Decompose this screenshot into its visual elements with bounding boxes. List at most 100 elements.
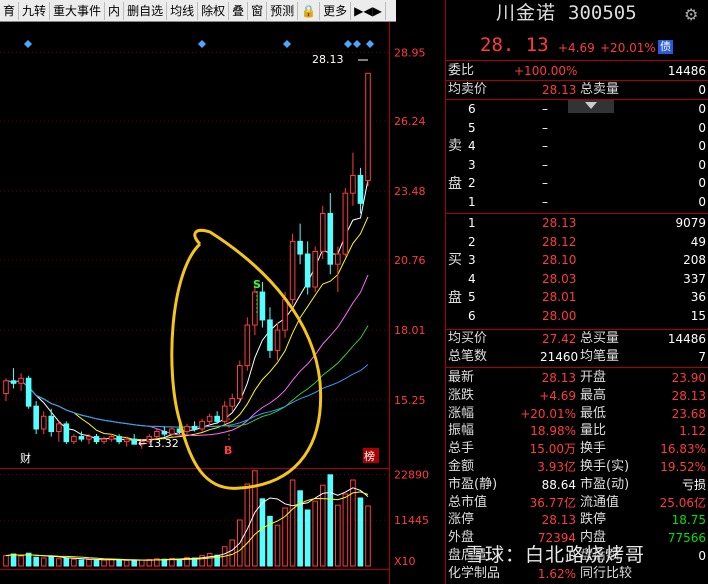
candle-body	[161, 431, 168, 435]
vol-ma-10-line	[5, 491, 369, 561]
event-diamond-icon[interactable]	[366, 40, 374, 48]
candle-body	[71, 436, 77, 443]
stat-value: +4.69	[539, 388, 576, 403]
quote-panel: 川金诺 300505 ⚙ 28. 13 +4.69 +20.01% 债 委比 +…	[445, 0, 708, 584]
candle-body	[116, 436, 122, 443]
event-diamond-icon[interactable]	[283, 40, 291, 48]
weibi-value: +100.00%	[514, 64, 578, 78]
stat-label: 市盈(动)	[580, 476, 630, 492]
toolbar: 育 九转 重大事件 内 删自选 均线 除权 叠 窗 预测 🔒 更多 ▶◀▶	[0, 0, 396, 22]
bid-level[interactable]: 3 28.10 208	[446, 251, 708, 269]
stat-label: 换手(实)	[580, 459, 630, 474]
total-trades-value: 21460	[540, 350, 579, 364]
volume-bar	[350, 479, 356, 567]
toolbar-item-more[interactable]: 更多	[320, 1, 352, 20]
toolbar-item-ex-rights[interactable]: 除权	[198, 1, 230, 20]
lock-icon[interactable]: 🔒	[298, 1, 321, 20]
toolbar-item-moving-average[interactable]: 均线	[167, 1, 199, 20]
toolbar-item-window[interactable]: 窗	[248, 1, 268, 20]
candle-body	[10, 380, 17, 384]
candle-body	[252, 291, 258, 326]
candle-body	[55, 423, 62, 433]
price-tick: 20.76	[394, 254, 426, 267]
level-number: 3	[468, 157, 476, 172]
volume-bar	[304, 509, 311, 567]
settings-gear-icon[interactable]: ⚙	[684, 5, 699, 24]
candle-body	[101, 438, 107, 443]
bond-badge[interactable]: 债	[658, 40, 673, 54]
volume-bar	[184, 557, 190, 567]
total-ask-label: 总卖量	[580, 82, 620, 97]
toolbar-item-nei[interactable]: 内	[105, 1, 125, 20]
bid-level[interactable]: 6 28.00 15	[446, 307, 708, 325]
candle-body	[199, 420, 205, 430]
level-price: –	[542, 139, 548, 154]
collapse-asks-icon[interactable]	[568, 99, 614, 113]
event-diamond-icon[interactable]	[353, 40, 361, 48]
price-axis: 28.95 26.24 23.48 20.76 18.01 15.25 22890 11445…	[394, 46, 429, 568]
ask-level[interactable]: 1 – 0	[446, 193, 708, 211]
candle-body	[18, 377, 24, 384]
volume-bar	[138, 559, 145, 567]
volume-bar	[25, 552, 32, 567]
avg-bid-label: 均买价	[448, 331, 488, 346]
bid-level[interactable]: 2 28.12 49	[446, 233, 708, 251]
level-price: 28.03	[542, 271, 577, 286]
event-diamond-icon[interactable]	[344, 40, 352, 48]
bid-level[interactable]: 5 28.01 36	[446, 288, 708, 306]
candle-body	[304, 253, 311, 288]
level-price: 28.13	[542, 216, 577, 230]
kline-chart[interactable]: 28.95 26.24 23.48 20.76 18.01 15.25 22890 11445…	[0, 22, 444, 584]
level-volume: 0	[698, 195, 706, 209]
ask-level[interactable]: 5 – 0	[446, 119, 708, 137]
toolbar-item-major-events[interactable]: 重大事件	[50, 1, 106, 20]
stats-row: 涨停 28.13 跌停 18.75	[446, 511, 708, 529]
toolbar-item-jiuzhuan[interactable]: 九转	[19, 1, 51, 20]
volume-bar	[312, 500, 319, 567]
earnings-marker: 财	[20, 451, 31, 465]
ask-level[interactable]: 2 – 0	[446, 174, 708, 192]
volume-bar	[55, 558, 62, 567]
toolbar-item-yu[interactable]: 育	[0, 1, 20, 20]
ask-level[interactable]: 3 – 0	[446, 156, 708, 174]
stat-value: 18.75	[671, 513, 706, 528]
ask-level[interactable]: 4 – 0	[446, 137, 708, 155]
toolbar-item-remove-watchlist[interactable]: 删自选	[124, 1, 168, 20]
bid-level[interactable]: 1 28.13 9079	[446, 214, 708, 232]
level-volume: 9079	[675, 216, 706, 230]
ask-level[interactable]: 6 – 0	[446, 100, 708, 118]
candle-body	[274, 329, 281, 351]
toolbar-item-forecast[interactable]: 预测	[267, 1, 299, 20]
event-diamond-icon[interactable]	[24, 40, 32, 48]
toolbar-nav-arrows-icon[interactable]: ▶◀▶	[351, 1, 386, 20]
volume-bar	[33, 556, 39, 567]
candle-body	[327, 212, 334, 265]
candle-body	[267, 319, 273, 351]
stat-value: 0	[568, 549, 576, 563]
stat-value: 19.52%	[660, 460, 706, 474]
candle-body	[221, 405, 228, 422]
volume-bar	[289, 479, 296, 567]
price-change-pct: +20.01%	[600, 41, 656, 55]
volume-bar	[131, 560, 138, 567]
volume-bar	[259, 498, 266, 567]
stat-value: 25.06亿	[659, 495, 706, 510]
level-volume: 0	[698, 120, 706, 135]
level-volume: 0	[698, 139, 706, 154]
level-price: –	[542, 195, 548, 209]
level-number: 4	[468, 139, 476, 154]
candle-body	[350, 174, 356, 194]
candle-body	[123, 438, 130, 443]
volume-bar	[365, 505, 371, 567]
event-diamond-icon[interactable]	[198, 40, 206, 48]
price-tick: 23.48	[394, 185, 426, 198]
candle-body	[40, 415, 47, 430]
stat-label: 总手	[448, 441, 475, 457]
volume-bar	[214, 554, 220, 567]
bid-level[interactable]: 4 28.03 337	[446, 270, 708, 288]
stat-label: 振幅	[448, 423, 475, 439]
candle-body	[3, 380, 9, 394]
toolbar-item-overlay[interactable]: 叠	[229, 1, 249, 20]
volume-bar	[342, 493, 349, 567]
